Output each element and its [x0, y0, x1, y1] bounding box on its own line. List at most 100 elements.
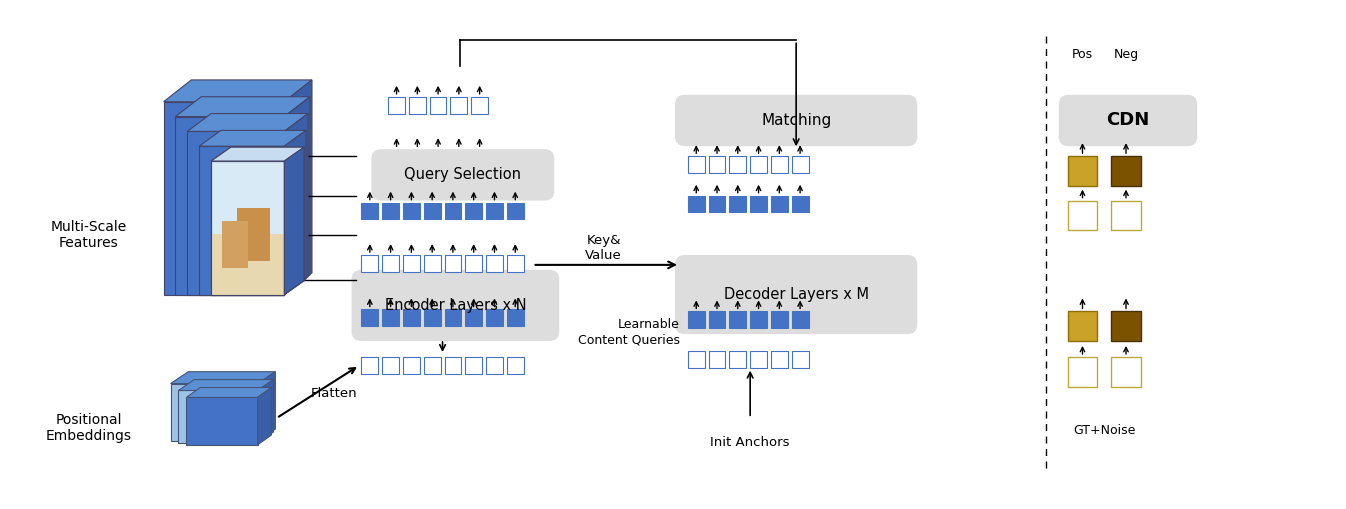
- Bar: [1112, 357, 1141, 386]
- Polygon shape: [179, 390, 257, 443]
- Bar: [708, 351, 725, 367]
- Text: Matching: Matching: [760, 113, 832, 128]
- Polygon shape: [284, 114, 308, 295]
- FancyBboxPatch shape: [1059, 95, 1197, 146]
- Bar: [424, 357, 440, 374]
- Bar: [771, 195, 787, 212]
- Bar: [507, 357, 524, 374]
- Bar: [750, 351, 767, 367]
- Bar: [1067, 357, 1097, 386]
- Text: Multi-Scale
Features: Multi-Scale Features: [50, 220, 127, 250]
- Bar: [730, 195, 746, 212]
- Bar: [1112, 201, 1141, 230]
- Text: Query Selection: Query Selection: [404, 167, 521, 182]
- Polygon shape: [175, 117, 284, 295]
- Bar: [471, 97, 489, 114]
- Bar: [730, 351, 746, 367]
- Bar: [362, 357, 378, 374]
- Bar: [771, 312, 787, 328]
- Text: Positional
Embeddings: Positional Embeddings: [46, 413, 132, 443]
- Bar: [708, 156, 725, 173]
- FancyBboxPatch shape: [674, 95, 918, 146]
- Text: Learnable
Content Queries: Learnable Content Queries: [577, 318, 680, 346]
- Polygon shape: [164, 80, 312, 102]
- Polygon shape: [257, 372, 276, 441]
- Bar: [1112, 312, 1141, 341]
- Polygon shape: [164, 102, 284, 295]
- Bar: [451, 97, 467, 114]
- Bar: [1067, 156, 1097, 186]
- Bar: [402, 255, 420, 272]
- Bar: [486, 255, 503, 272]
- Polygon shape: [284, 80, 312, 295]
- Bar: [688, 156, 705, 173]
- Polygon shape: [257, 387, 272, 445]
- Bar: [444, 203, 462, 219]
- Polygon shape: [211, 147, 304, 161]
- Bar: [771, 351, 787, 367]
- Bar: [362, 255, 378, 272]
- Text: GT+Noise: GT+Noise: [1073, 423, 1136, 437]
- Bar: [402, 203, 420, 219]
- Bar: [791, 351, 809, 367]
- FancyBboxPatch shape: [351, 270, 559, 341]
- Text: Decoder Layers x M: Decoder Layers x M: [724, 287, 868, 302]
- Bar: [402, 309, 420, 326]
- Bar: [466, 203, 482, 219]
- Text: Init Anchors: Init Anchors: [711, 436, 790, 449]
- Bar: [424, 309, 440, 326]
- Bar: [486, 203, 503, 219]
- Polygon shape: [284, 97, 310, 295]
- Polygon shape: [211, 147, 304, 161]
- Text: Pos: Pos: [1071, 48, 1093, 61]
- Bar: [237, 208, 269, 261]
- Bar: [688, 312, 705, 328]
- Bar: [444, 255, 462, 272]
- Text: Neg: Neg: [1113, 48, 1139, 61]
- Bar: [409, 97, 425, 114]
- Bar: [730, 156, 746, 173]
- Bar: [708, 195, 725, 212]
- Bar: [708, 312, 725, 328]
- Bar: [211, 161, 284, 295]
- Bar: [402, 357, 420, 374]
- Bar: [750, 156, 767, 173]
- Polygon shape: [171, 372, 276, 384]
- Bar: [1112, 156, 1141, 186]
- FancyBboxPatch shape: [674, 255, 918, 334]
- Bar: [507, 255, 524, 272]
- Bar: [486, 357, 503, 374]
- Bar: [211, 235, 284, 295]
- Bar: [222, 221, 248, 268]
- Bar: [507, 309, 524, 326]
- Bar: [444, 357, 462, 374]
- Bar: [1067, 312, 1097, 341]
- Bar: [466, 309, 482, 326]
- Bar: [507, 203, 524, 219]
- Bar: [382, 357, 398, 374]
- Polygon shape: [175, 97, 310, 117]
- Polygon shape: [186, 387, 272, 398]
- Bar: [750, 195, 767, 212]
- Bar: [444, 309, 462, 326]
- Polygon shape: [284, 130, 306, 295]
- Bar: [771, 156, 787, 173]
- Bar: [429, 97, 447, 114]
- Polygon shape: [186, 398, 257, 445]
- Bar: [791, 195, 809, 212]
- Polygon shape: [199, 146, 284, 295]
- Bar: [424, 203, 440, 219]
- Polygon shape: [284, 147, 304, 295]
- Polygon shape: [211, 161, 284, 295]
- Bar: [730, 312, 746, 328]
- Bar: [466, 357, 482, 374]
- Bar: [1067, 201, 1097, 230]
- Bar: [791, 156, 809, 173]
- Bar: [211, 161, 284, 295]
- Bar: [424, 255, 440, 272]
- Bar: [688, 195, 705, 212]
- Bar: [362, 203, 378, 219]
- Text: Key&
Value: Key& Value: [586, 234, 622, 262]
- Bar: [388, 97, 405, 114]
- Text: CDN: CDN: [1106, 111, 1149, 129]
